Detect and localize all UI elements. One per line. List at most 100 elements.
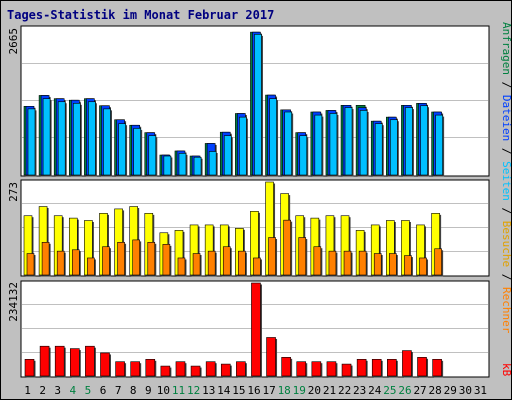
bar-kb [417, 357, 427, 377]
bar-rechner [26, 253, 35, 276]
bar-kb [251, 282, 261, 377]
bar-rechner [132, 239, 140, 276]
bar-kb [236, 361, 246, 377]
bar-kb [54, 345, 65, 377]
x-axis-labels: 1 2 3 4 5 6 7 8 9 10 11 12 13 14 15 16 17 18 19 20 21 22 23 24 2… [24, 384, 487, 397]
bar-seiten [27, 108, 36, 176]
legend-separator: / [500, 141, 512, 161]
bar-kb [326, 361, 337, 377]
bar-seiten [148, 135, 157, 176]
bar-seiten [88, 101, 96, 176]
bar-seiten [239, 116, 247, 176]
x-tick-label: 13 [202, 384, 215, 397]
bar-kb [160, 365, 171, 377]
legend-rechner: Rechner [500, 287, 512, 334]
bar-kb [24, 359, 35, 377]
x-tick-label: 30 [459, 384, 472, 397]
x-tick-label: 19 [293, 384, 306, 397]
x-tick-label: 23 [353, 384, 366, 397]
x-tick-label: 9 [145, 384, 152, 397]
bar-rechner [222, 246, 231, 276]
x-tick-label: 21 [323, 384, 336, 397]
bar-rechner [56, 250, 65, 276]
x-tick-label: 16 [247, 384, 260, 397]
x-tick-label: 17 [262, 384, 275, 397]
bar-kb [266, 337, 276, 377]
x-tick-label: 24 [368, 384, 382, 397]
bar-kb [296, 361, 307, 377]
legend-separator: / [500, 201, 512, 221]
bar-rechner [389, 253, 397, 276]
bar-kb [115, 361, 125, 377]
bar-rechner [298, 237, 307, 276]
bar-seiten [344, 107, 353, 176]
bar-rechner [313, 246, 322, 276]
bar-seiten [299, 135, 308, 176]
panel-requests-files-pages [20, 25, 490, 177]
x-tick-label: 12 [187, 384, 200, 397]
bar-kb [39, 345, 50, 377]
bar-rechner [328, 250, 337, 276]
bar-seiten [193, 156, 202, 176]
bar-rechner [207, 250, 216, 276]
bar-seiten [390, 119, 398, 176]
x-tick-label: 11 [172, 384, 185, 397]
bar-kb [190, 365, 201, 377]
bar-kb [85, 345, 95, 377]
legend-right-top: Anfragen / Dateien / Seiten / Besuche / … [500, 22, 512, 334]
bar-seiten [57, 101, 66, 176]
x-tick-label: 20 [308, 384, 321, 397]
bar-seiten [435, 114, 443, 176]
bar-kb [175, 361, 186, 377]
bar-seiten [284, 111, 292, 176]
bar-seiten [72, 103, 81, 176]
bar-kb [371, 359, 382, 377]
bar-rechner [162, 244, 171, 276]
bar-rechner [358, 250, 367, 276]
bar-rechner [404, 255, 412, 276]
bar-kb [311, 361, 322, 377]
bar-seiten [223, 135, 232, 176]
bar-kb [356, 359, 367, 377]
bar-kb [387, 359, 397, 377]
bar-seiten [133, 128, 141, 176]
panel-visits-hosts [20, 179, 490, 277]
bar-seiten [254, 34, 262, 176]
x-tick-label: 15 [232, 384, 245, 397]
bar-kb [100, 352, 110, 377]
bar-rechner [343, 250, 352, 276]
x-tick-label: 25 [383, 384, 396, 397]
bar-kb [341, 363, 352, 377]
bar-seiten [42, 98, 51, 176]
x-tick-label: 26 [398, 384, 411, 397]
x-tick-label: 7 [115, 384, 122, 397]
bar-rechner [87, 257, 95, 276]
x-tick-label: 6 [100, 384, 107, 397]
x-tick-label: 31 [474, 384, 487, 397]
bar-seiten [103, 108, 111, 176]
bar-rechner [253, 257, 261, 276]
x-tick-label: 3 [54, 384, 61, 397]
legend-anfragen: Anfragen [500, 22, 512, 75]
legend-besuche: Besuche [500, 221, 512, 267]
bar-seiten [405, 107, 413, 176]
bar-seiten [314, 114, 323, 176]
x-tick-label: 8 [130, 384, 137, 397]
bar-kb [130, 361, 140, 377]
x-tick-label: 14 [217, 384, 231, 397]
chart-title: Tages-Statistik im Monat Februar 2017 [7, 8, 274, 22]
bar-kb [69, 348, 80, 377]
panel-kb [20, 280, 490, 378]
x-tick-label: 4 [70, 384, 77, 397]
bar-kb [432, 359, 442, 377]
legend-dateien: Dateien [500, 95, 512, 141]
bar-seiten [329, 113, 338, 176]
x-tick-label: 2 [39, 384, 46, 397]
x-tick-label: 5 [85, 384, 92, 397]
bar-rechner [268, 237, 276, 276]
bar-rechner [102, 246, 110, 276]
ymax-label-bottom: 234132 [7, 282, 20, 322]
bar-rechner [238, 250, 246, 276]
legend-separator: / [500, 267, 512, 287]
